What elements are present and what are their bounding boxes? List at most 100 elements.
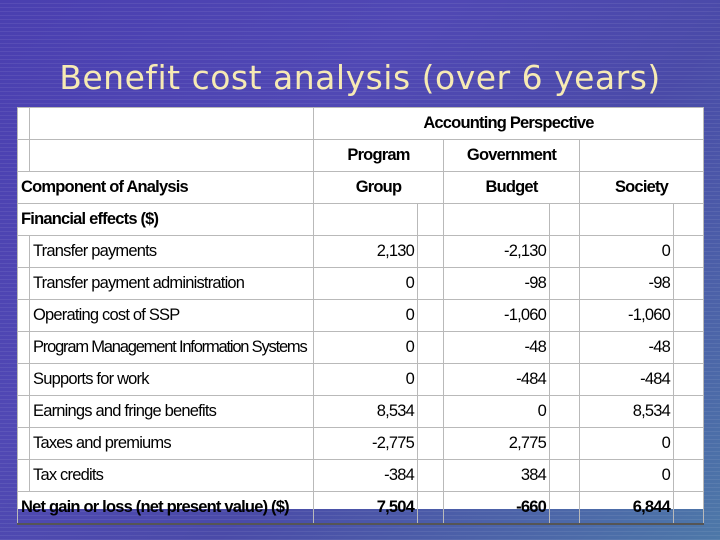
row-label: Transfer payments xyxy=(29,235,314,268)
blank-cell xyxy=(417,299,444,332)
table-row: Supports for work 0 -484 -484 xyxy=(17,363,704,396)
society-value: 8,534 xyxy=(579,395,674,428)
blank-cell xyxy=(673,299,704,332)
blank-cell xyxy=(549,203,580,236)
row-label: Program Management Information Systems xyxy=(29,331,314,364)
blank-cell xyxy=(417,363,444,396)
blank-cell xyxy=(29,139,314,172)
blank-cell xyxy=(417,267,444,300)
total-label: Net gain or loss (net present value) ($) xyxy=(17,491,314,525)
total-program-group-value: 7,504 xyxy=(313,491,418,525)
government-budget-value: 0 xyxy=(443,395,550,428)
program-group-value: 0 xyxy=(313,299,418,332)
government-budget-value: 2,775 xyxy=(443,427,550,460)
blank-cell xyxy=(673,491,704,525)
blank-cell xyxy=(417,491,444,525)
program-group-value: -2,775 xyxy=(313,427,418,460)
table-row: Transfer payments 2,130 -2,130 0 xyxy=(17,235,704,268)
blank-cell xyxy=(443,203,550,236)
blank-cell xyxy=(549,491,580,525)
government-budget-header-line1: Government xyxy=(443,139,580,172)
blank-cell xyxy=(29,107,314,140)
blank-cell xyxy=(673,459,704,492)
blank-cell xyxy=(417,427,444,460)
total-government-budget-value: -660 xyxy=(443,491,550,525)
accounting-perspective-header: Accounting Perspective xyxy=(313,107,704,140)
indent-cell xyxy=(17,299,30,332)
blank-cell xyxy=(579,139,704,172)
blank-cell xyxy=(549,459,580,492)
blank-cell xyxy=(579,203,674,236)
row-label: Earnings and fringe benefits xyxy=(29,395,314,428)
indent-cell xyxy=(17,363,30,396)
row-label: Operating cost of SSP xyxy=(29,299,314,332)
blank-cell xyxy=(549,427,580,460)
society-value: -484 xyxy=(579,363,674,396)
component-of-analysis-header: Component of Analysis xyxy=(17,171,314,204)
table-row: Taxes and premiums -2,775 2,775 0 xyxy=(17,427,704,460)
indent-cell xyxy=(17,459,30,492)
blank-cell xyxy=(417,459,444,492)
row-label: Taxes and premiums xyxy=(29,427,314,460)
society-value: -48 xyxy=(579,331,674,364)
society-value: 0 xyxy=(579,459,674,492)
indent-cell xyxy=(17,331,30,364)
program-group-value: 8,534 xyxy=(313,395,418,428)
program-group-header-line2: Group xyxy=(313,171,444,204)
government-budget-value: -1,060 xyxy=(443,299,550,332)
government-budget-value: -484 xyxy=(443,363,550,396)
program-group-header-line1: Program xyxy=(313,139,444,172)
program-group-value: 0 xyxy=(313,363,418,396)
blank-cell xyxy=(17,139,30,172)
society-value: -1,060 xyxy=(579,299,674,332)
blank-cell xyxy=(673,331,704,364)
blank-cell xyxy=(673,427,704,460)
government-budget-value: -2,130 xyxy=(443,235,550,268)
table-row: Program Management Information Systems 0… xyxy=(17,331,704,364)
blank-cell xyxy=(549,363,580,396)
blank-cell xyxy=(549,235,580,268)
blank-cell xyxy=(673,203,704,236)
row-label: Tax credits xyxy=(29,459,314,492)
total-society-value: 6,844 xyxy=(579,491,674,525)
blank-cell xyxy=(549,331,580,364)
indent-cell xyxy=(17,427,30,460)
program-group-value: 0 xyxy=(313,331,418,364)
blank-cell xyxy=(17,107,30,140)
blank-cell xyxy=(417,235,444,268)
blank-cell xyxy=(673,267,704,300)
table-row: Operating cost of SSP 0 -1,060 -1,060 xyxy=(17,299,704,332)
blank-cell xyxy=(673,235,704,268)
blank-cell xyxy=(549,299,580,332)
table-row: Earnings and fringe benefits 8,534 0 8,5… xyxy=(17,395,704,428)
row-label: Supports for work xyxy=(29,363,314,396)
blank-cell xyxy=(417,331,444,364)
society-value: 0 xyxy=(579,427,674,460)
blank-cell xyxy=(673,395,704,428)
society-header: Society xyxy=(579,171,704,204)
government-budget-value: 384 xyxy=(443,459,550,492)
blank-cell xyxy=(417,395,444,428)
government-budget-value: -98 xyxy=(443,267,550,300)
indent-cell xyxy=(17,395,30,428)
row-label: Transfer payment administration xyxy=(29,267,314,300)
blank-cell xyxy=(673,363,704,396)
program-group-value: 0 xyxy=(313,267,418,300)
indent-cell xyxy=(17,235,30,268)
benefit-cost-table: Accounting Perspective Program Governmen… xyxy=(17,107,704,525)
blank-cell xyxy=(549,267,580,300)
total-row: Net gain or loss (net present value) ($)… xyxy=(17,491,704,525)
government-budget-header-line2: Budget xyxy=(443,171,580,204)
blank-cell xyxy=(313,203,418,236)
indent-cell xyxy=(17,267,30,300)
society-value: -98 xyxy=(579,267,674,300)
section-financial-effects: Financial effects ($) xyxy=(17,203,314,236)
slide-title: Benefit cost analysis (over 6 years) xyxy=(59,58,661,97)
program-group-value: -384 xyxy=(313,459,418,492)
society-value: 0 xyxy=(579,235,674,268)
program-group-value: 2,130 xyxy=(313,235,418,268)
table-row: Tax credits -384 384 0 xyxy=(17,459,704,492)
blank-cell xyxy=(417,203,444,236)
blank-cell xyxy=(549,395,580,428)
government-budget-value: -48 xyxy=(443,331,550,364)
